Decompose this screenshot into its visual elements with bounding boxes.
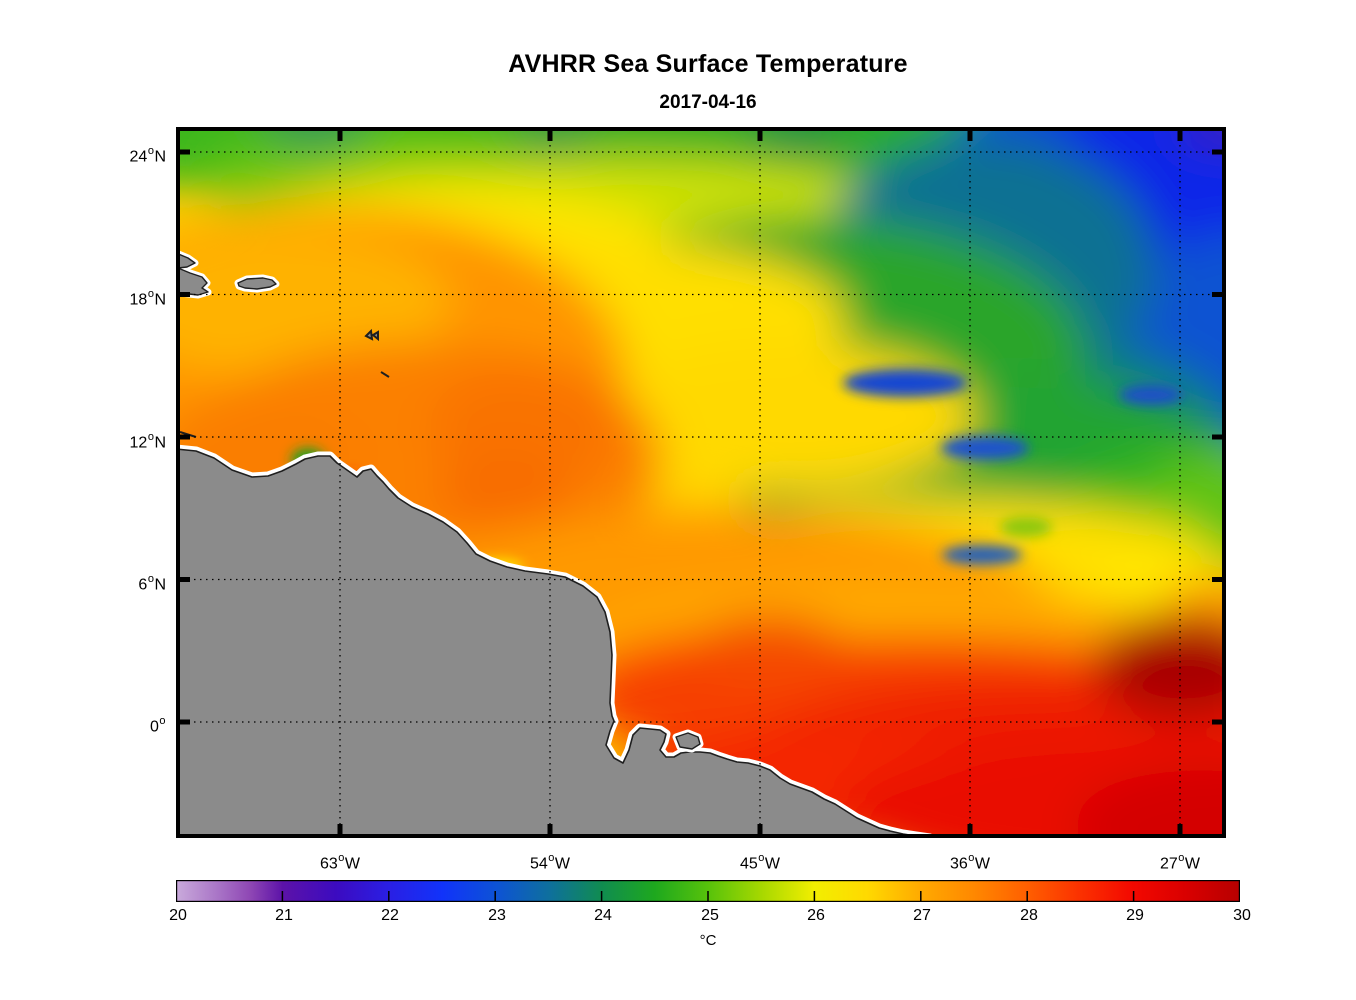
- axis-ticks: [176, 127, 1226, 838]
- colorbar-label-21: 21: [275, 907, 293, 924]
- land-amazon-island: [672, 729, 704, 753]
- colorbar-label-27: 27: [913, 907, 931, 924]
- y-tick-label-12n: 12oN: [129, 431, 166, 452]
- y-tick-label-24n: 24oN: [129, 145, 166, 166]
- colorbar-label-29: 29: [1126, 907, 1144, 924]
- colorbar-label-28: 28: [1020, 907, 1038, 924]
- x-tick-label-27w: 27oW: [1159, 852, 1201, 873]
- graticule: [176, 127, 1226, 838]
- colorbar-label-22: 22: [381, 907, 399, 924]
- colorbar-label-20: 20: [169, 907, 187, 924]
- y-tick-label-6n: 6oN: [138, 573, 166, 594]
- map-plot-area: [176, 127, 1226, 838]
- colorbar-label-23: 23: [488, 907, 506, 924]
- colorbar-ticks: [281, 891, 1135, 901]
- land-south-america: [176, 444, 935, 838]
- colorbar-label-30: 30: [1233, 907, 1251, 924]
- x-tick-label-36w: 36oW: [949, 852, 991, 873]
- y-tick-label-0: 0o: [149, 715, 166, 736]
- colorbar-label-25: 25: [701, 907, 719, 924]
- colorbar: [176, 880, 1240, 902]
- x-tick-label-63w: 63oW: [319, 852, 361, 873]
- x-tick-label-45w: 45oW: [739, 852, 781, 873]
- sst-field: [176, 127, 1226, 838]
- colorbar-label-26: 26: [807, 907, 825, 924]
- sst-map-canvas: [176, 127, 1226, 838]
- y-tick-label-18n: 18oN: [129, 288, 166, 309]
- x-tick-label-54w: 54oW: [529, 852, 571, 873]
- colorbar-label-24: 24: [594, 907, 612, 924]
- land-hispaniola: [176, 249, 212, 299]
- colorbar-unit-label: °C: [699, 932, 717, 949]
- plot-frame: [176, 127, 1226, 838]
- chart-subtitle: 2017-04-16: [659, 92, 757, 113]
- chart-title: AVHRR Sea Surface Temperature: [508, 50, 908, 78]
- land-puerto-rico: [234, 274, 280, 293]
